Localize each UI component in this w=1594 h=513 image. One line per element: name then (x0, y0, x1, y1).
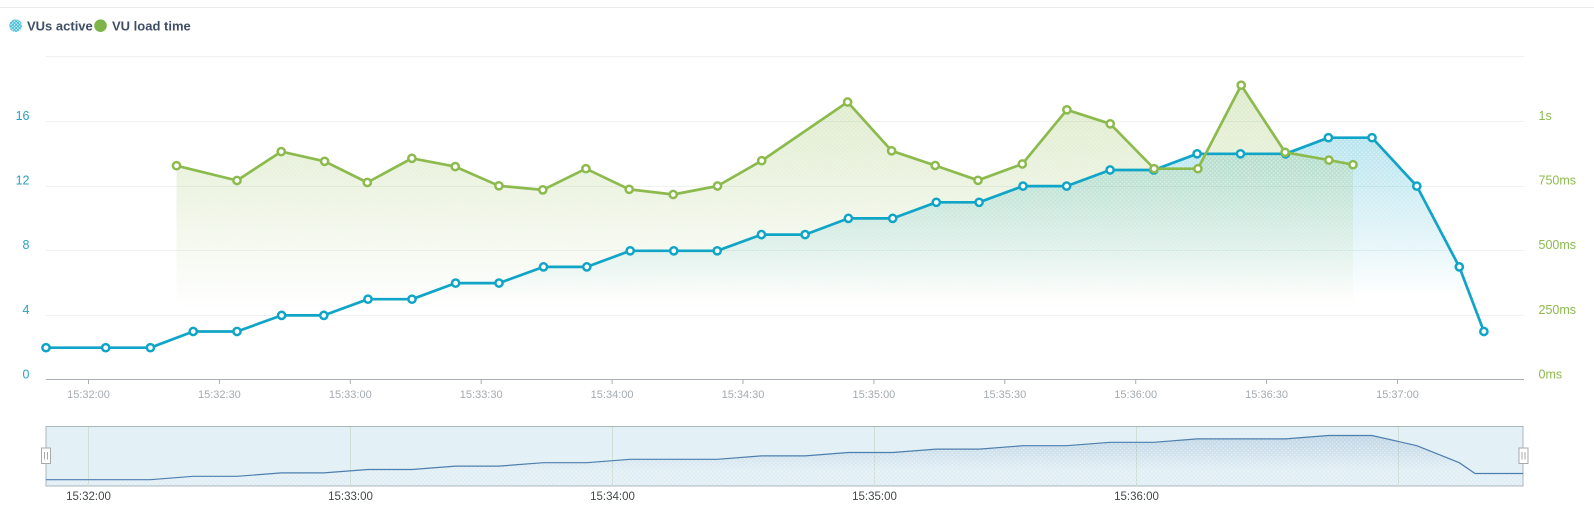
svg-text:15:35:00: 15:35:00 (852, 491, 897, 503)
svg-text:15:32:00: 15:32:00 (67, 389, 110, 401)
svg-text:1s: 1s (1539, 109, 1552, 123)
svg-text:15:37:00: 15:37:00 (1376, 389, 1419, 401)
svg-text:0: 0 (23, 368, 30, 382)
svg-text:4: 4 (23, 303, 30, 317)
svg-text:750ms: 750ms (1539, 174, 1577, 188)
svg-text:16: 16 (16, 109, 30, 123)
svg-text:15:32:00: 15:32:00 (66, 491, 111, 503)
svg-text:0ms: 0ms (1539, 368, 1563, 382)
svg-text:15:35:30: 15:35:30 (983, 389, 1026, 401)
svg-text:15:33:00: 15:33:00 (328, 491, 373, 503)
svg-text:15:32:30: 15:32:30 (198, 389, 241, 401)
svg-text:15:36:00: 15:36:00 (1114, 389, 1157, 401)
svg-text:VUs active: VUs active (27, 19, 93, 34)
svg-text:15:34:30: 15:34:30 (722, 389, 765, 401)
svg-text:250ms: 250ms (1539, 303, 1577, 317)
svg-text:15:36:30: 15:36:30 (1245, 389, 1288, 401)
svg-text:15:34:00: 15:34:00 (591, 389, 634, 401)
svg-text:15:33:00: 15:33:00 (329, 389, 372, 401)
svg-text:15:36:00: 15:36:00 (1114, 491, 1159, 503)
svg-text:15:33:30: 15:33:30 (460, 389, 503, 401)
svg-text:8: 8 (23, 238, 30, 252)
svg-text:12: 12 (16, 174, 30, 188)
svg-text:500ms: 500ms (1539, 238, 1577, 252)
svg-text:VU load time: VU load time (112, 19, 191, 34)
svg-text:15:35:00: 15:35:00 (852, 389, 895, 401)
svg-text:15:34:00: 15:34:00 (590, 491, 635, 503)
